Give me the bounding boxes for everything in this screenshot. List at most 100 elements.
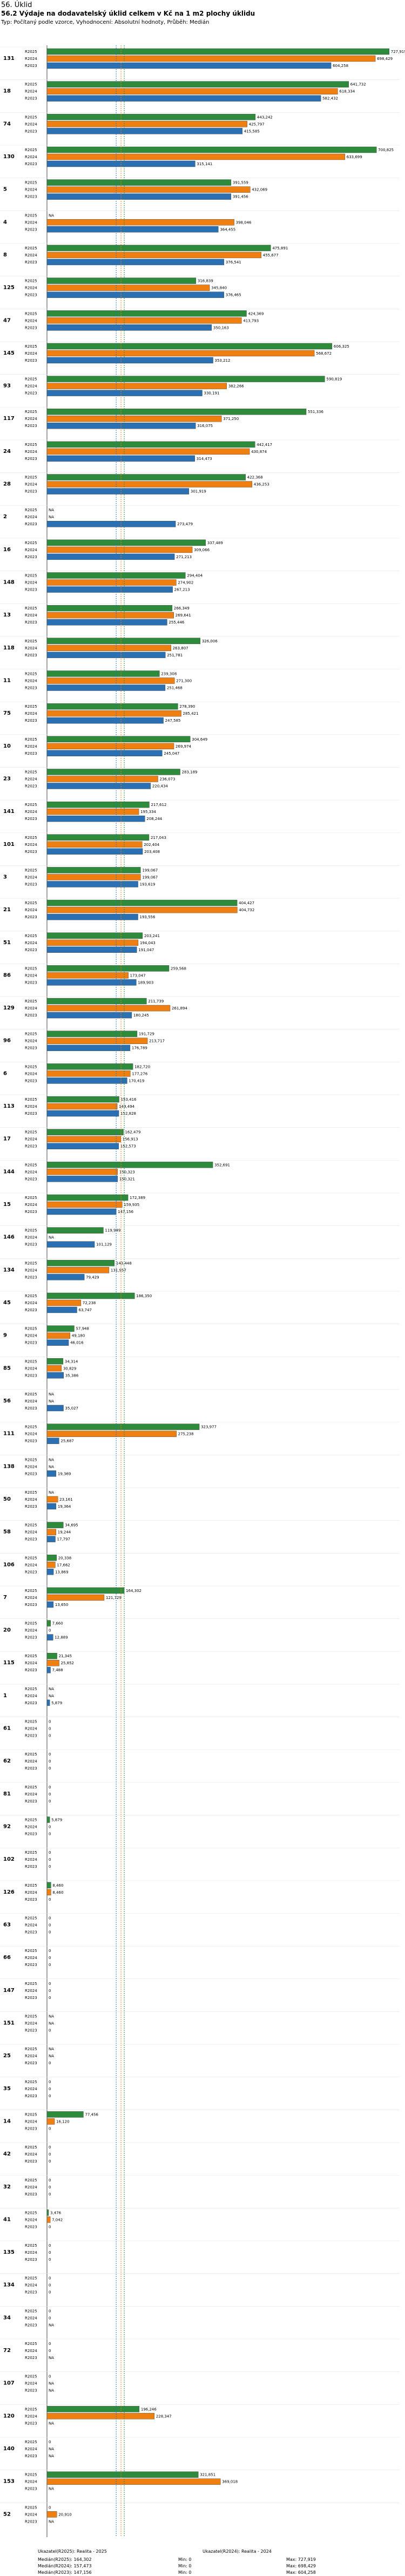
group-label: 11 — [3, 678, 11, 684]
group-label: 61 — [3, 1726, 11, 1732]
value-label: 0 — [49, 1930, 51, 1935]
bar-141-r2025 — [46, 801, 150, 808]
value-label: NA — [49, 1694, 54, 1698]
bar-9-r2023 — [46, 1339, 69, 1346]
value-label: 143,448 — [116, 1261, 132, 1265]
series-label: R2024 — [25, 220, 37, 225]
bar-23-r2025 — [46, 769, 180, 775]
bar-58-r2024 — [46, 1529, 56, 1535]
bar-148-r2023 — [46, 586, 173, 593]
group-label: 6 — [3, 1070, 7, 1076]
value-label: 0 — [49, 2192, 51, 2197]
footer-median-r2024: Medián(R2024): 157,473 — [38, 2564, 92, 2568]
series-label: R2023 — [25, 1472, 37, 1476]
bar-131-r2025 — [46, 48, 389, 55]
series-label: R2025 — [25, 1622, 37, 1626]
value-label: 309,066 — [194, 548, 210, 552]
bar-8-r2024 — [46, 252, 261, 259]
value-label: 12,889 — [55, 1636, 68, 1640]
bar-15-r2023 — [46, 1208, 117, 1215]
series-label: R2025 — [25, 1359, 37, 1364]
bar-2-r2023 — [46, 521, 176, 527]
series-label: R2023 — [25, 1504, 37, 1509]
group-label: 131 — [3, 56, 15, 62]
series-label: R2023 — [25, 817, 37, 821]
series-label: R2024 — [25, 908, 37, 912]
value-label: 0 — [49, 1949, 51, 1953]
value-label: 153,416 — [121, 1097, 137, 1102]
value-label: 16,120 — [56, 2119, 70, 2124]
bar-16-r2024 — [46, 546, 193, 553]
bar-93-r2023 — [46, 390, 202, 396]
value-label: 0 — [49, 2061, 51, 2065]
value-label: 263,807 — [173, 646, 188, 650]
series-label: R2024 — [25, 384, 37, 389]
bar-129-r2024 — [46, 1005, 171, 1012]
series-label: R2025 — [25, 1294, 37, 1298]
bar-23-r2024 — [46, 776, 158, 782]
group-label: 129 — [3, 1005, 15, 1011]
series-label: R2024 — [25, 1563, 37, 1567]
series-label: R2023 — [25, 653, 37, 657]
series-label: R2023 — [25, 64, 37, 68]
group-label: 96 — [3, 1038, 11, 1044]
group-label: 56 — [3, 1398, 11, 1404]
bar-6-r2023 — [46, 1077, 127, 1084]
group-label: 51 — [3, 940, 11, 946]
value-label: NA — [49, 2487, 54, 2491]
value-label: 0 — [49, 1825, 51, 1829]
bar-16-r2025 — [46, 539, 206, 546]
group-label: 141 — [3, 809, 15, 815]
bar-7-r2023 — [46, 1601, 54, 1608]
bar-3-r2023 — [46, 881, 138, 887]
bar-106-r2023 — [46, 1569, 54, 1575]
value-label: 369,018 — [222, 2480, 238, 2484]
series-label: R2024 — [25, 155, 37, 159]
chart-subtitle: Typ: Počítaný podle vzorce, Vyhodnocení:… — [1, 19, 210, 25]
series-label: R2025 — [25, 2375, 37, 2379]
series-label: R2025 — [25, 1982, 37, 1986]
bar-138-r2023 — [46, 1470, 57, 1477]
group-label: 125 — [3, 285, 15, 291]
value-label: 186,350 — [136, 1294, 152, 1298]
series-label: R2024 — [25, 253, 37, 257]
group-label: 134 — [3, 1267, 15, 1273]
group-label: 92 — [3, 1824, 11, 1830]
series-label: R2024 — [25, 2087, 37, 2091]
value-label: NA — [49, 2519, 54, 2524]
bar-15-r2025 — [46, 1194, 129, 1201]
value-label: 131,957 — [111, 1268, 126, 1272]
value-label: 0 — [49, 1996, 51, 2000]
bar-8-r2025 — [46, 245, 271, 252]
series-label: R2023 — [25, 1897, 37, 1902]
value-label: 0 — [49, 2375, 51, 2379]
bar-28-r2025 — [46, 474, 246, 480]
bar-115-r2023 — [46, 1667, 51, 1673]
series-label: R2024 — [25, 2185, 37, 2189]
value-label: 193,619 — [140, 882, 156, 886]
series-label: R2024 — [25, 1301, 37, 1305]
series-label: R2024 — [25, 1072, 37, 1076]
value-label: 0 — [49, 2250, 51, 2255]
value-label: 5,879 — [51, 1701, 62, 1705]
group-label: 18 — [3, 89, 11, 94]
value-label: 0 — [49, 1727, 51, 1731]
bar-74-r2025 — [46, 114, 256, 120]
series-label: R2025 — [25, 1654, 37, 1658]
value-label: 0 — [49, 2126, 51, 2131]
value-label: 203,241 — [144, 934, 160, 938]
value-label: 425,797 — [249, 122, 265, 126]
series-label: R2023 — [25, 1046, 37, 1050]
series-label: R2025 — [25, 934, 37, 938]
bar-28-r2024 — [46, 481, 253, 487]
series-label: R2023 — [25, 784, 37, 788]
bar-13-r2023 — [46, 619, 167, 626]
value-label: 551,336 — [308, 410, 323, 414]
series-label: R2024 — [25, 1923, 37, 1928]
series-label: R2025 — [25, 2014, 37, 2018]
value-label: 698,429 — [377, 57, 393, 61]
series-label: R2025 — [25, 803, 37, 807]
bar-47-r2025 — [46, 310, 247, 317]
series-label: R2025 — [25, 181, 37, 185]
series-label: R2024 — [25, 1694, 37, 1698]
